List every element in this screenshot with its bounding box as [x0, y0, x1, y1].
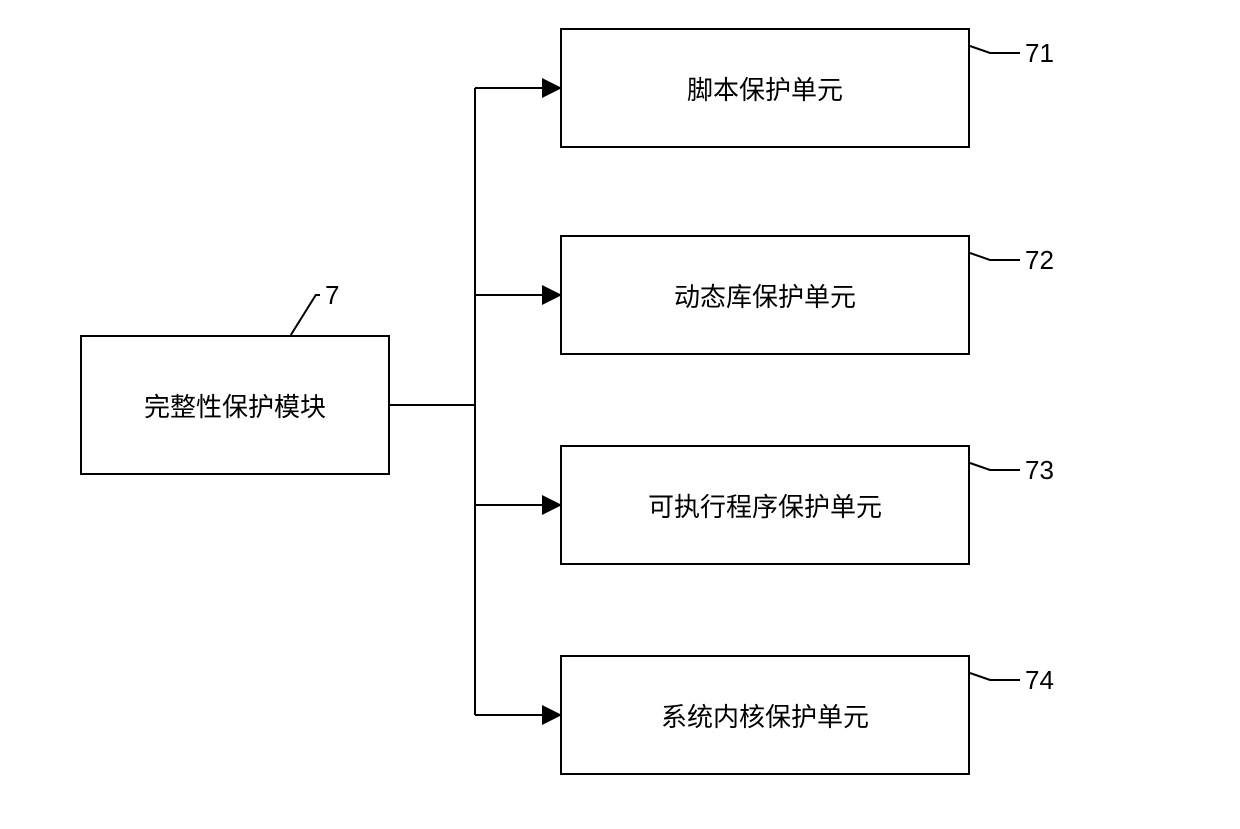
diagram-container: 完整性保护模块 7 脚本保护单元71动态库保护单元72可执行程序保护单元73系统…	[0, 0, 1240, 829]
child-ref-line	[0, 0, 1240, 829]
